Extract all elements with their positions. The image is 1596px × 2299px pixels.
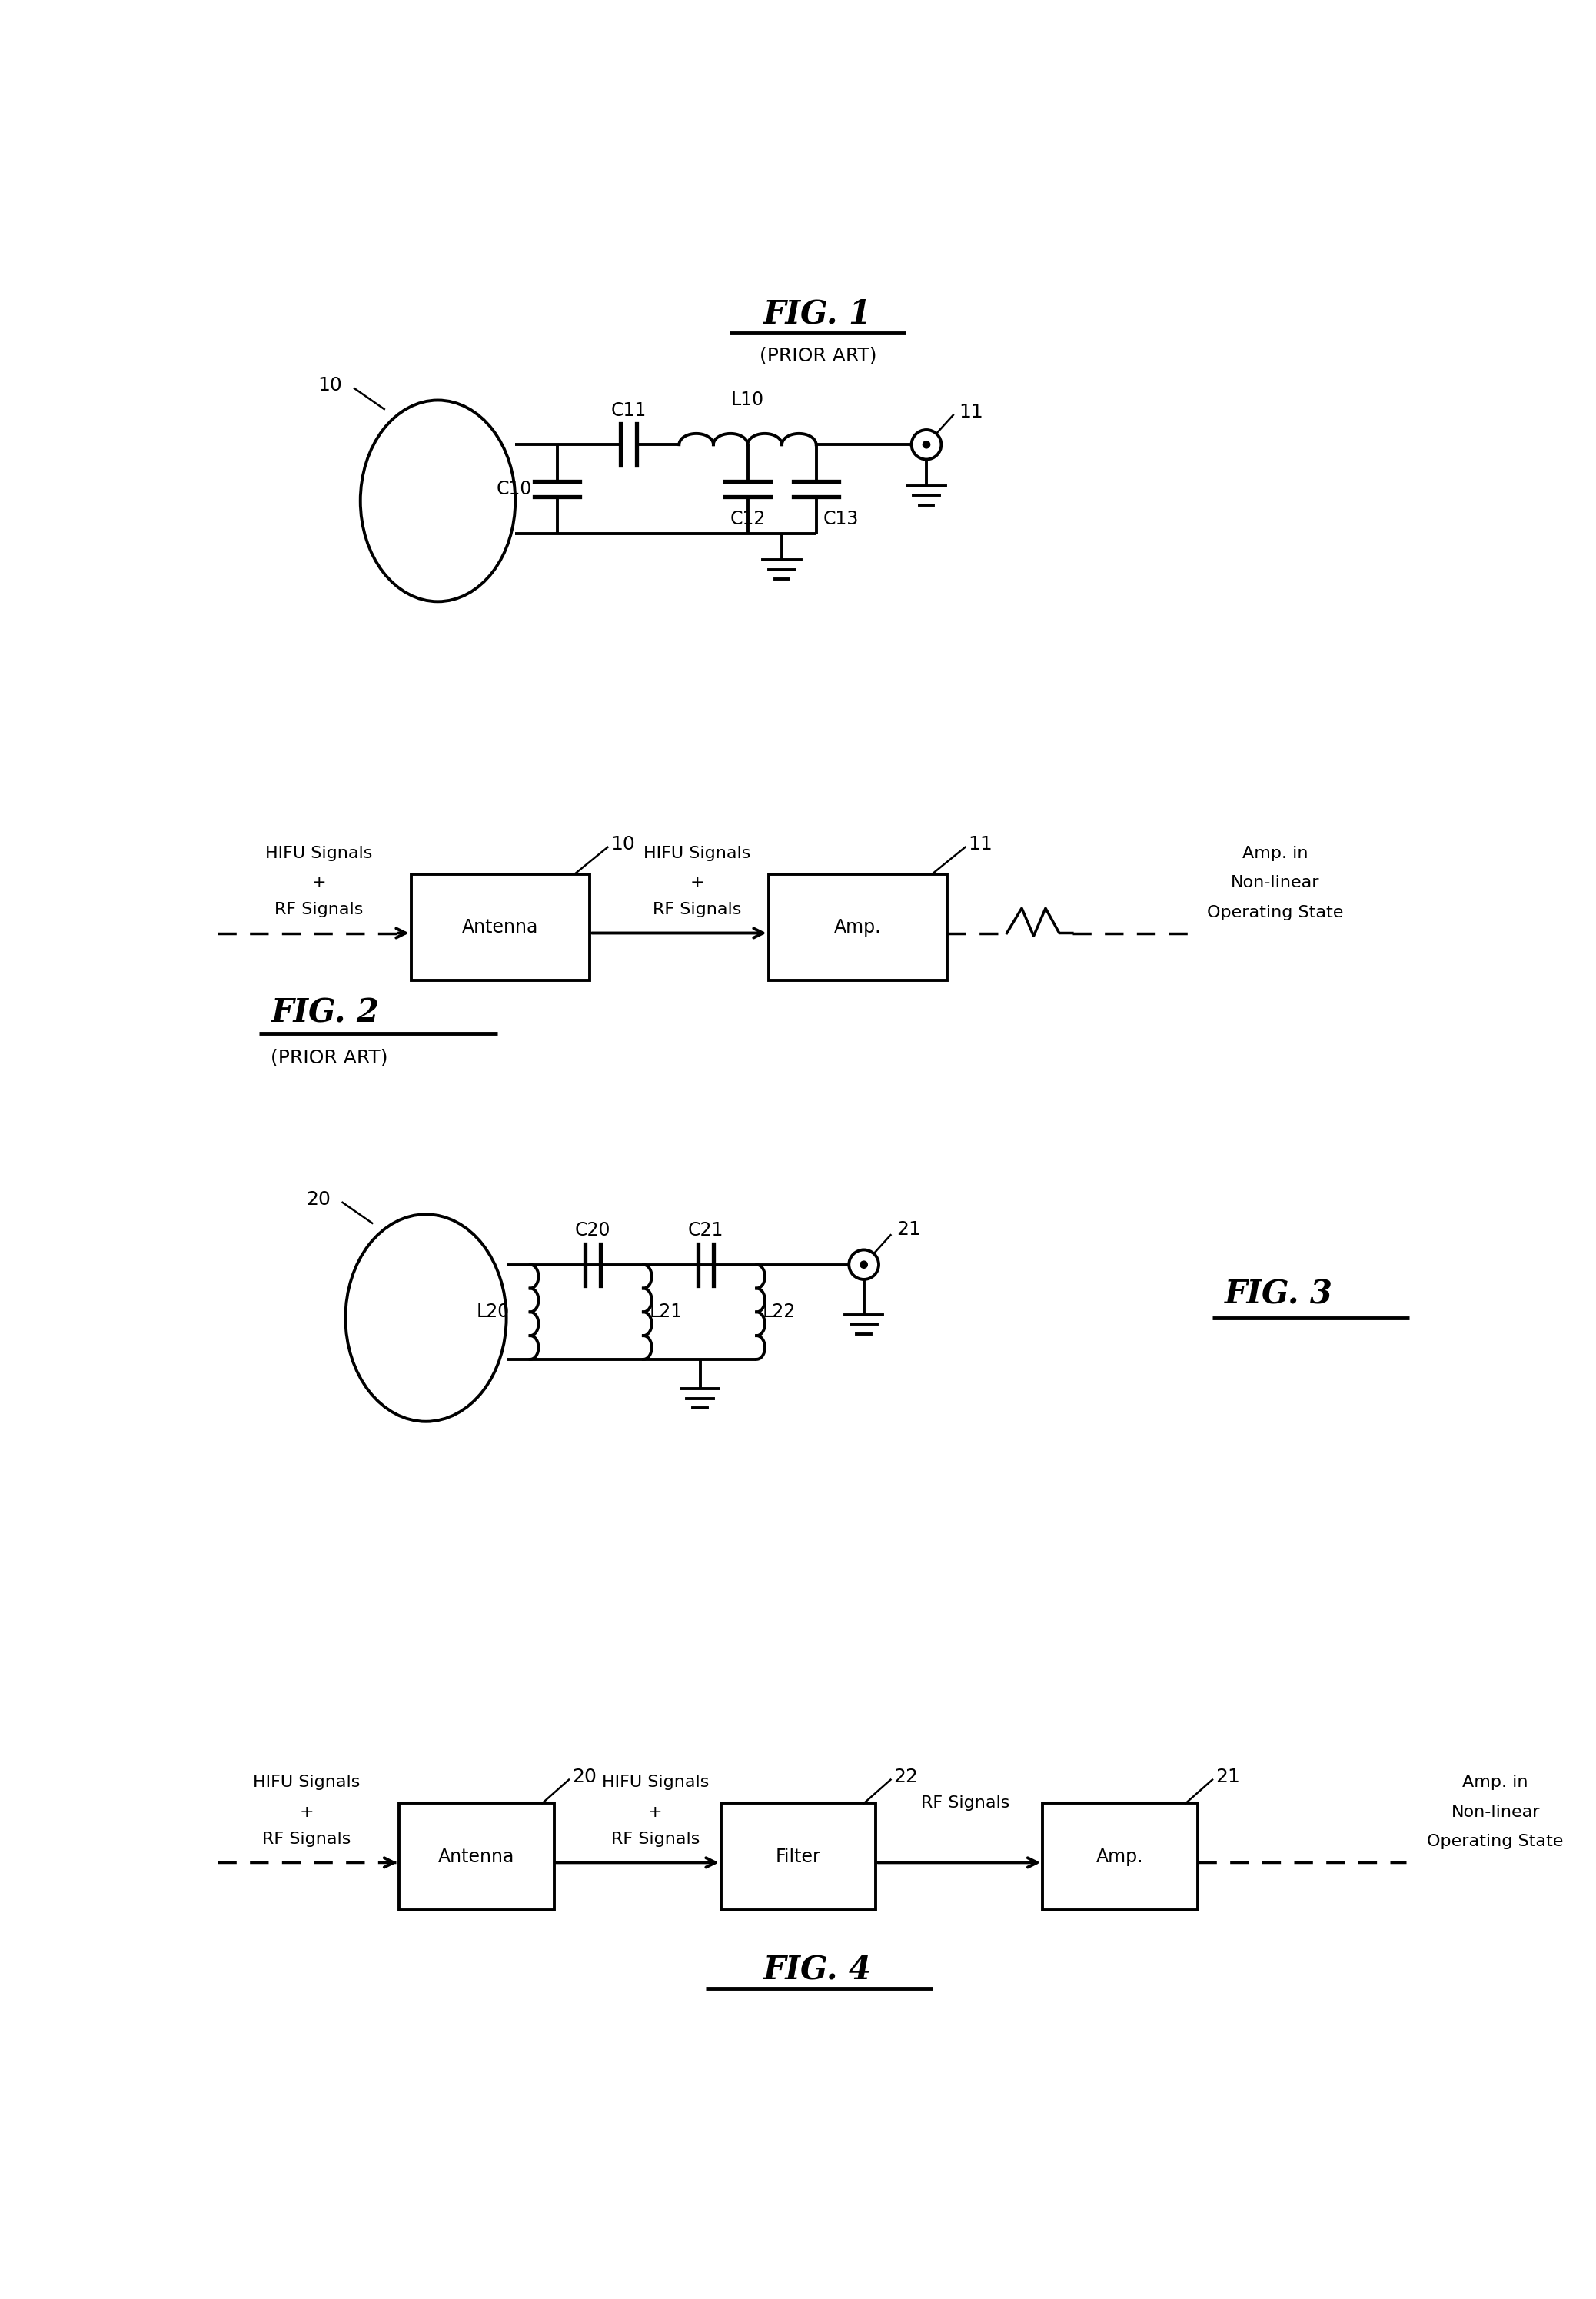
Text: RF Signals: RF Signals <box>275 901 362 917</box>
Text: Amp.: Amp. <box>1096 1848 1144 1867</box>
Text: Non-linear: Non-linear <box>1231 876 1320 890</box>
Text: FIG. 3: FIG. 3 <box>1224 1278 1333 1310</box>
Bar <box>399 1802 554 1910</box>
Text: 10: 10 <box>611 835 635 853</box>
Circle shape <box>860 1262 867 1269</box>
Text: +: + <box>648 1805 662 1821</box>
Text: C10: C10 <box>496 480 531 499</box>
Text: C11: C11 <box>611 402 646 421</box>
Text: Non-linear: Non-linear <box>1451 1805 1540 1821</box>
Text: RF Signals: RF Signals <box>921 1796 1009 1812</box>
Bar <box>721 1802 876 1910</box>
Text: HIFU Signals: HIFU Signals <box>643 846 750 860</box>
Bar <box>412 874 591 979</box>
Text: (PRIOR ART): (PRIOR ART) <box>760 347 876 366</box>
Circle shape <box>922 441 930 448</box>
Text: +: + <box>300 1805 314 1821</box>
Text: Amp. in: Amp. in <box>1242 846 1307 860</box>
Text: C12: C12 <box>729 510 766 529</box>
Text: Antenna: Antenna <box>463 917 538 936</box>
Text: +: + <box>689 876 704 890</box>
Text: Operating State: Operating State <box>1207 904 1344 920</box>
Text: C13: C13 <box>824 510 859 529</box>
Text: 11: 11 <box>969 835 993 853</box>
Text: C21: C21 <box>688 1221 723 1239</box>
Text: C20: C20 <box>575 1221 611 1239</box>
Text: 20: 20 <box>571 1768 597 1786</box>
Text: L20: L20 <box>476 1304 509 1322</box>
Text: 10: 10 <box>318 377 343 395</box>
Text: L10: L10 <box>731 391 764 409</box>
Text: HIFU Signals: HIFU Signals <box>254 1775 361 1791</box>
Text: Amp.: Amp. <box>835 917 881 936</box>
Bar <box>1042 1802 1197 1910</box>
Text: HIFU Signals: HIFU Signals <box>265 846 372 860</box>
Text: RF Signals: RF Signals <box>611 1832 699 1846</box>
Text: Operating State: Operating State <box>1427 1835 1564 1848</box>
Text: FIG. 4: FIG. 4 <box>764 1952 871 1986</box>
Text: 11: 11 <box>959 402 983 421</box>
Text: FIG. 1: FIG. 1 <box>764 299 871 331</box>
Text: L21: L21 <box>650 1304 683 1322</box>
Text: HIFU Signals: HIFU Signals <box>602 1775 709 1791</box>
Text: RF Signals: RF Signals <box>653 901 742 917</box>
Text: 21: 21 <box>897 1221 921 1239</box>
Text: Antenna: Antenna <box>439 1848 516 1867</box>
Text: Filter: Filter <box>776 1848 820 1867</box>
Text: FIG. 2: FIG. 2 <box>271 998 380 1030</box>
Text: Amp. in: Amp. in <box>1462 1775 1529 1791</box>
Text: 22: 22 <box>894 1768 918 1786</box>
Text: 21: 21 <box>1216 1768 1240 1786</box>
Text: 20: 20 <box>306 1191 330 1209</box>
Text: +: + <box>311 876 326 890</box>
Text: L22: L22 <box>763 1304 796 1322</box>
Text: (PRIOR ART): (PRIOR ART) <box>271 1048 388 1067</box>
Bar <box>769 874 948 979</box>
Text: RF Signals: RF Signals <box>262 1832 351 1846</box>
